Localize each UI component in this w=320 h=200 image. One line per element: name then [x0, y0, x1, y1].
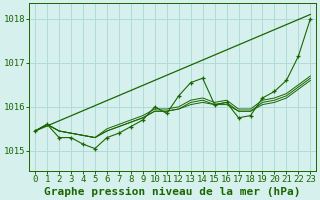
X-axis label: Graphe pression niveau de la mer (hPa): Graphe pression niveau de la mer (hPa) [44, 186, 301, 197]
